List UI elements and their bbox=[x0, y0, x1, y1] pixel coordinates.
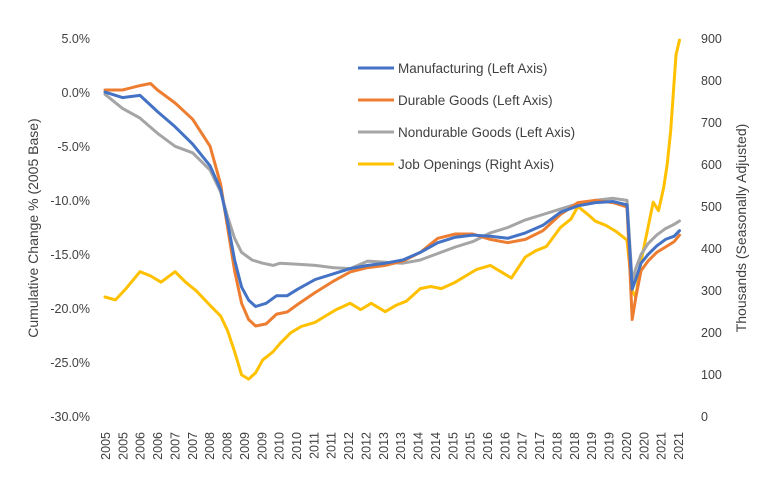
right-tick: 100 bbox=[701, 368, 722, 382]
x-tick-label: 2007 bbox=[169, 432, 183, 460]
legend-label: Job Openings (Right Axis) bbox=[398, 157, 554, 172]
x-tick-label: 2015 bbox=[464, 432, 478, 460]
x-tick-label: 2012 bbox=[342, 432, 356, 460]
x-tick-label: 2016 bbox=[481, 432, 495, 460]
x-tick-label: 2018 bbox=[551, 432, 565, 460]
series-line-durable-goods bbox=[103, 82, 681, 328]
left-axis-title: Cumulative Change % (2005 Base) bbox=[25, 118, 41, 337]
right-tick: 0 bbox=[701, 410, 708, 424]
x-tick-label: 2009 bbox=[255, 432, 269, 460]
left-axis-ticks: 5.0% 0.0% -5.0% -10.0% -15.0% -20.0% -25… bbox=[50, 32, 90, 424]
right-tick: 800 bbox=[701, 74, 722, 88]
x-tick-label: 2017 bbox=[533, 432, 547, 460]
left-tick: -15.0% bbox=[50, 248, 90, 262]
plot-area bbox=[103, 38, 681, 381]
legend-label: Nondurable Goods (Left Axis) bbox=[398, 125, 575, 140]
left-tick: -10.0% bbox=[50, 194, 90, 208]
series-line-manufacturing bbox=[103, 90, 681, 308]
series-line-nondurable-goods bbox=[103, 92, 681, 284]
x-tick-label: 2013 bbox=[377, 432, 391, 460]
left-tick: 5.0% bbox=[62, 32, 91, 46]
x-tick-label: 2016 bbox=[498, 432, 512, 460]
x-tick-label: 2005 bbox=[99, 432, 113, 460]
x-tick-label: 2014 bbox=[412, 432, 426, 460]
x-tick-label: 2006 bbox=[151, 432, 165, 460]
left-tick: -25.0% bbox=[50, 356, 90, 370]
right-tick: 900 bbox=[701, 32, 722, 46]
x-tick-label: 2006 bbox=[134, 432, 148, 460]
x-tick-label: 2008 bbox=[203, 432, 217, 460]
right-tick: 300 bbox=[701, 284, 722, 298]
right-tick: 600 bbox=[701, 158, 722, 172]
right-tick: 700 bbox=[701, 116, 722, 130]
x-tick-label: 2015 bbox=[446, 432, 460, 460]
x-tick-label: 2018 bbox=[568, 432, 582, 460]
right-tick: 500 bbox=[701, 200, 722, 214]
x-tick-label: 2020 bbox=[620, 432, 634, 460]
x-tick-label: 2007 bbox=[186, 432, 200, 460]
x-tick-label: 2010 bbox=[290, 432, 304, 460]
x-tick-label: 2020 bbox=[637, 432, 651, 460]
right-tick: 400 bbox=[701, 242, 722, 256]
right-axis-ticks: 900 800 700 600 500 400 300 200 100 0 bbox=[701, 32, 722, 424]
left-tick: 0.0% bbox=[62, 86, 91, 100]
x-axis-ticks: 2005 2005 2006 2006 2007 2007 2008 2008 2009 2009… bbox=[99, 432, 686, 460]
left-tick: -20.0% bbox=[50, 302, 90, 316]
x-tick-label: 2008 bbox=[221, 432, 235, 460]
x-tick-label: 2005 bbox=[116, 432, 130, 460]
x-tick-label: 2019 bbox=[585, 432, 599, 460]
x-tick-label: 2011 bbox=[325, 432, 339, 459]
x-tick-label: 2017 bbox=[516, 432, 530, 460]
x-tick-label: 2019 bbox=[603, 432, 617, 460]
x-tick-label: 2021 bbox=[672, 432, 686, 460]
legend-label: Manufacturing (Left Axis) bbox=[398, 61, 547, 76]
x-tick-label: 2010 bbox=[273, 432, 287, 460]
right-tick: 200 bbox=[701, 326, 722, 340]
series-line-job-openings bbox=[103, 38, 681, 381]
left-tick: -5.0% bbox=[57, 140, 90, 154]
left-tick: -30.0% bbox=[50, 410, 90, 424]
x-tick-label: 2013 bbox=[394, 432, 408, 460]
legend-label: Durable Goods (Left Axis) bbox=[398, 93, 553, 108]
x-tick-label: 2012 bbox=[360, 432, 374, 460]
x-tick-label: 2021 bbox=[655, 432, 669, 460]
right-axis-title: Thousands (Seasonally Adjusted) bbox=[733, 124, 749, 333]
x-tick-label: 2009 bbox=[238, 432, 252, 460]
x-tick-label: 2011 bbox=[307, 432, 321, 459]
x-tick-label: 2014 bbox=[429, 432, 443, 460]
legend: Manufacturing (Left Axis) Durable Goods … bbox=[358, 61, 575, 172]
